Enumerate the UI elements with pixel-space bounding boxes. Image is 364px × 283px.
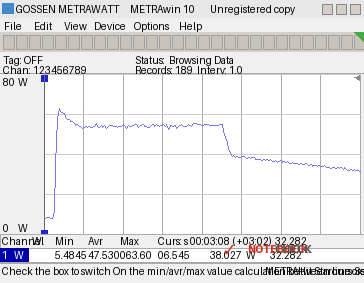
Text: ✓: ✓ bbox=[222, 241, 237, 260]
Text: NOTEBOOK: NOTEBOOK bbox=[248, 245, 309, 256]
Text: CHECK: CHECK bbox=[248, 245, 311, 256]
